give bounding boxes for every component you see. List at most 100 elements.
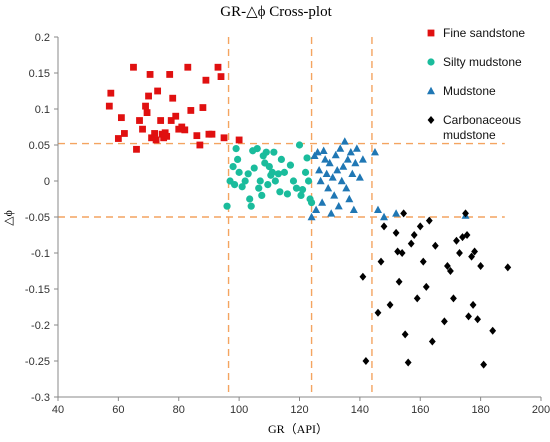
data-point (352, 144, 361, 152)
data-point (181, 126, 189, 134)
data-point (395, 277, 403, 286)
data-point (230, 181, 239, 189)
series-silty-mudstone (223, 141, 316, 210)
data-point (380, 212, 389, 221)
data-point (264, 181, 272, 189)
data-point (416, 222, 424, 231)
data-point (255, 184, 263, 192)
data-point (333, 166, 342, 174)
data-point (256, 177, 264, 185)
data-point (413, 294, 421, 303)
data-point (331, 150, 340, 159)
data-point (453, 236, 460, 245)
data-point (202, 76, 210, 84)
y-axis-label: △ϕ (1, 210, 15, 226)
data-point (250, 164, 258, 172)
data-point (223, 202, 231, 210)
data-point (465, 312, 472, 321)
data-point (346, 148, 355, 156)
data-point (163, 132, 171, 140)
data-point (292, 184, 301, 192)
data-point (328, 173, 337, 181)
data-point (419, 257, 427, 266)
data-point (463, 231, 471, 239)
data-point (349, 205, 358, 213)
data-point (307, 199, 316, 207)
data-point (321, 155, 330, 163)
data-point (400, 209, 408, 218)
chart-title: GR-△ϕ Cross-plot (220, 4, 332, 20)
data-point (136, 117, 143, 124)
data-point (334, 202, 343, 210)
data-point (246, 195, 254, 203)
data-point (172, 112, 180, 120)
data-point (348, 169, 357, 177)
data-point (336, 144, 345, 152)
x-tick-label: 120 (290, 404, 308, 416)
legend-marker (427, 29, 435, 37)
x-tick-label: 100 (230, 404, 248, 416)
y-tick-label: -0.2 (31, 320, 50, 332)
data-point (318, 198, 327, 206)
data-point (232, 145, 240, 153)
data-point (401, 330, 409, 339)
data-point (355, 173, 364, 181)
data-point (319, 146, 328, 154)
data-point (312, 205, 321, 213)
data-point (157, 117, 165, 124)
data-point (241, 177, 249, 185)
data-point (425, 216, 433, 225)
x-tick-label: 60 (112, 404, 124, 416)
series-fine-sandstone (105, 63, 243, 153)
data-point (456, 249, 463, 257)
data-point (298, 186, 307, 194)
data-point (380, 222, 388, 231)
data-point (407, 239, 415, 248)
data-point (274, 170, 282, 178)
x-tick-label: 40 (52, 404, 64, 416)
data-point (161, 129, 169, 137)
data-point (337, 176, 346, 185)
legend-label: Mudstone (443, 84, 496, 98)
data-point (117, 114, 125, 122)
y-tick-label: -0.05 (25, 212, 50, 224)
data-point (268, 168, 276, 176)
legend-marker (427, 116, 435, 124)
data-point (447, 267, 454, 275)
axes: 40 60 80 100 120 140 160 180 200 -0.3 -0.25 -0.2 -0.… (25, 32, 550, 416)
data-point (253, 145, 261, 153)
data-point (139, 125, 146, 133)
data-point (325, 158, 334, 167)
data-point (276, 188, 284, 196)
data-point (258, 191, 266, 199)
data-point (450, 294, 457, 303)
data-point (114, 135, 122, 142)
data-point (217, 73, 225, 80)
data-point (145, 92, 152, 100)
data-point (277, 155, 285, 163)
data-point (359, 272, 367, 281)
data-point (169, 94, 177, 102)
data-point (289, 177, 298, 185)
series-mudstone (307, 137, 470, 221)
data-point (271, 177, 279, 185)
data-point (404, 358, 412, 367)
data-point (386, 300, 394, 309)
x-axis-label: GR（API） (268, 422, 328, 436)
data-point (295, 141, 304, 149)
y-tick-label: 0 (44, 176, 50, 188)
y-tick-label: 0.05 (29, 140, 50, 152)
y-tick-label: 0.2 (35, 32, 50, 44)
data-point (392, 228, 400, 237)
legend-marker (427, 58, 435, 66)
data-point (340, 137, 349, 145)
data-point (362, 357, 370, 365)
y-tick-label: -0.15 (25, 284, 50, 296)
data-point (130, 63, 137, 71)
data-point (280, 168, 289, 176)
data-point (193, 132, 201, 140)
x-tick-label: 160 (411, 404, 429, 416)
data-point (297, 191, 305, 199)
data-point (358, 155, 367, 163)
